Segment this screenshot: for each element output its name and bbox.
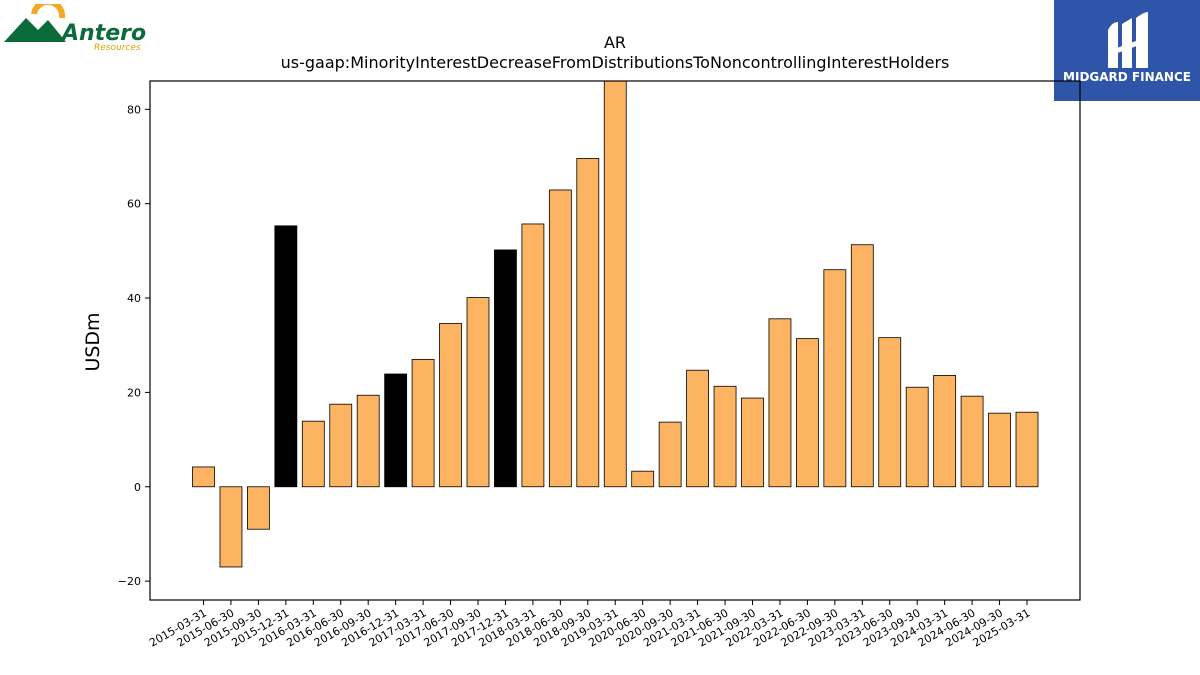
bar-2025-03-31: [1015, 411, 1039, 488]
y-tick-label: 0: [134, 481, 141, 494]
bar-2021-03-31: [686, 369, 709, 488]
y-axis: −20 0 20 40 60 80: [118, 103, 150, 588]
bar-2023-09-30: [905, 386, 929, 488]
antero-logo: Antero Resources: [4, 0, 149, 54]
bar-2020-06-30: [631, 470, 655, 488]
midgard-logo-mark: MIDGARD FINANCE: [1063, 12, 1191, 84]
bar-2021-09-30: [741, 397, 764, 488]
brand-right-name: MIDGARD FINANCE: [1063, 70, 1191, 84]
brand-left-tagline: Resources: [94, 43, 141, 53]
bar-2017-09-30: [466, 297, 490, 488]
y-tick-label: 40: [127, 292, 141, 305]
plot-frame: [149, 80, 1081, 601]
bar-2016-06-30: [329, 403, 353, 488]
y-tick-label: 60: [127, 198, 141, 211]
chart-subtitle: us-gaap:MinorityInterestDecreaseFromDist…: [281, 53, 950, 72]
bar-2022-03-31: [768, 318, 792, 488]
bar-2015-06-30: [219, 486, 243, 568]
bar-2015-12-31: [274, 225, 298, 488]
bar-2016-09-30: [356, 394, 380, 488]
bar-2018-03-31: [521, 223, 545, 488]
x-axis: 2015-03-312015-06-302015-09-302015-12-31…: [147, 600, 1033, 650]
bar-2024-06-30: [960, 395, 984, 488]
bar-2017-06-30: [439, 323, 462, 488]
bar-2024-09-30: [988, 412, 1011, 488]
bar-2016-12-31: [384, 373, 408, 488]
y-tick-label: −20: [118, 575, 141, 588]
antero-logo-mark: Antero Resources: [4, 0, 146, 53]
chart-title: AR: [604, 33, 626, 52]
bar-2022-09-30: [823, 269, 847, 488]
bar-2021-06-30: [713, 385, 737, 488]
bar-2017-12-31: [494, 249, 517, 488]
bar-2024-03-31: [933, 375, 957, 488]
bar-2019-03-31: [603, 80, 627, 488]
y-tick-label: 20: [127, 386, 141, 399]
bar-2016-03-31: [301, 420, 325, 488]
bar-2017-03-31: [411, 358, 435, 488]
bar-2018-06-30: [548, 189, 572, 488]
mountain-icon: [4, 18, 66, 42]
bar-2022-06-30: [796, 338, 819, 488]
brand-left-name: Antero: [60, 21, 146, 46]
bar-2018-09-30: [576, 157, 600, 488]
bar-2023-06-30: [878, 337, 902, 488]
bar-2015-03-31: [192, 466, 215, 488]
y-axis-label: USDm: [82, 312, 104, 371]
bars-group: [192, 80, 1039, 568]
bar-2020-09-30: [658, 421, 682, 488]
bar-2023-03-31: [850, 244, 874, 488]
midgard-logo: MIDGARD FINANCE: [1054, 0, 1200, 101]
midgard-emblem-icon: [1108, 12, 1148, 68]
y-tick-label: 80: [127, 103, 141, 116]
bar-2015-09-30: [246, 486, 270, 530]
